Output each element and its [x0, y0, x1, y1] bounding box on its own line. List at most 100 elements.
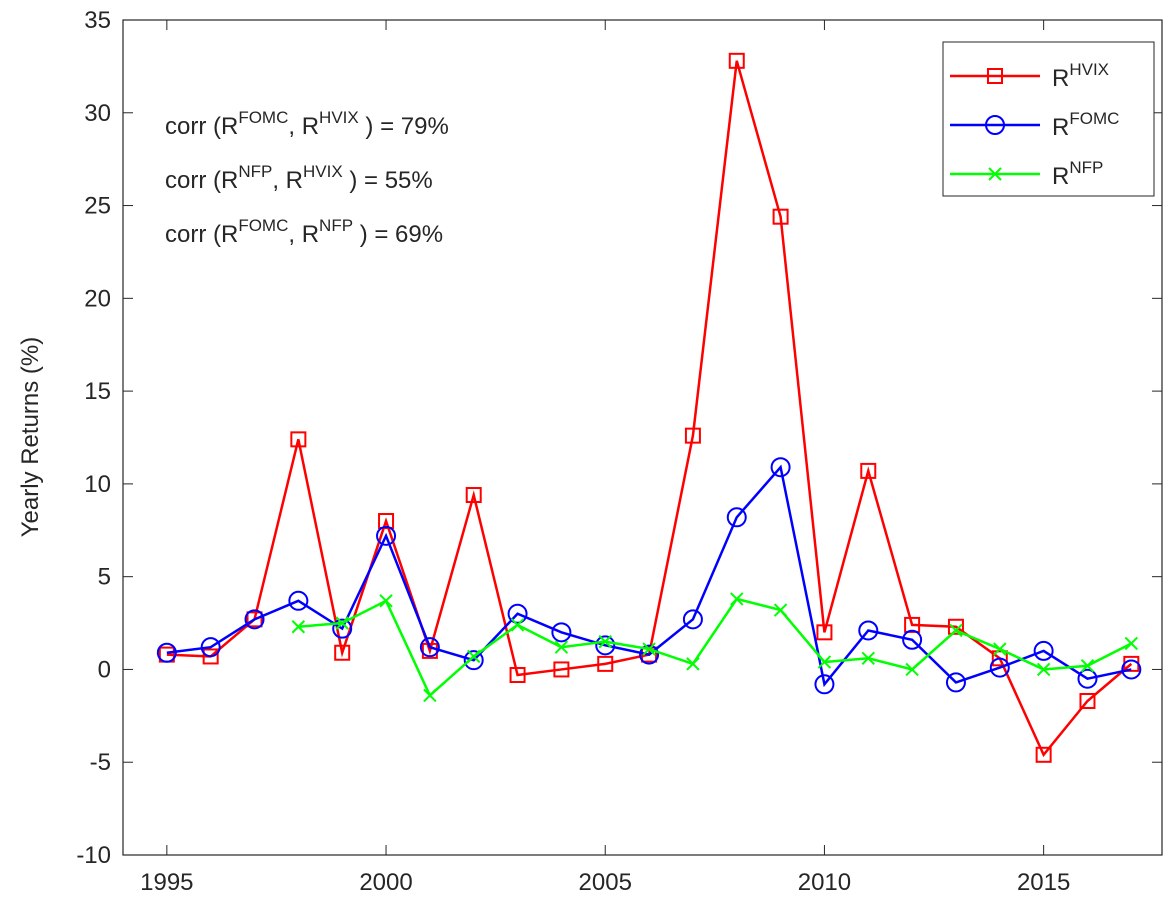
legend-box	[942, 41, 1155, 197]
y-tick-label: 25	[84, 193, 111, 220]
data-point	[904, 616, 921, 633]
data-point	[200, 637, 221, 658]
y-axis-label: Yearly Returns (%)	[17, 337, 44, 538]
data-point	[1124, 636, 1139, 651]
y-tick-label: 15	[84, 378, 111, 405]
series-line	[298, 597, 1132, 698]
data-point	[553, 661, 570, 678]
data-point	[246, 611, 263, 628]
data-point	[861, 651, 875, 666]
data-point	[595, 635, 616, 656]
data-point	[902, 629, 923, 650]
data-point	[288, 590, 309, 611]
x-tick-label: 2015	[1017, 869, 1070, 896]
annotation-superscript: NFP	[238, 162, 272, 181]
data-point	[726, 507, 747, 528]
annotation-text: corr (R	[165, 167, 238, 194]
data-point	[597, 655, 614, 672]
data-point	[335, 616, 349, 630]
data-point	[290, 431, 307, 448]
annotation-text: , R	[272, 167, 303, 194]
annotation-superscript: FOMC	[238, 108, 288, 127]
y-tick-label: -5	[90, 749, 111, 776]
y-tick-label: -10	[76, 842, 111, 869]
annotation: corr (RFOMC, RNFP ) = 69%	[165, 216, 443, 248]
series-line	[166, 464, 1132, 688]
legend-label-base: R	[1052, 65, 1069, 92]
annotation-superscript: HVIX	[303, 162, 343, 181]
x-tick-label: 2010	[798, 869, 851, 896]
data-point	[379, 594, 393, 608]
data-point	[639, 644, 660, 665]
data-point	[509, 667, 526, 684]
y-tick-label: 20	[84, 285, 111, 312]
data-point	[686, 657, 700, 671]
y-tick-label: 10	[84, 471, 111, 498]
x-tick-label: 2005	[579, 869, 632, 896]
annotation-text: , R	[288, 113, 319, 140]
legend-label-superscript: FOMC	[1069, 109, 1119, 128]
data-point	[465, 487, 482, 504]
data-point	[1033, 640, 1054, 661]
data-point	[684, 427, 701, 444]
data-point	[991, 650, 1008, 667]
data-point	[1035, 746, 1052, 763]
annotation-text: , R	[288, 221, 319, 248]
data-point	[947, 618, 964, 635]
annotation-text: corr (R	[165, 221, 238, 248]
data-point	[291, 620, 306, 634]
annotation-text: ) = 55%	[343, 167, 433, 194]
data-point	[244, 609, 265, 630]
annotation-text: ) = 69%	[353, 221, 443, 248]
data-point	[1077, 668, 1098, 689]
data-point	[993, 642, 1007, 656]
data-point	[728, 52, 745, 69]
data-point	[554, 640, 569, 654]
x-tick-label: 2000	[359, 869, 412, 896]
data-point	[598, 634, 612, 649]
y-tick-label: 30	[84, 100, 111, 127]
y-tick-label: 35	[84, 7, 111, 34]
data-point	[817, 655, 832, 669]
data-point	[1036, 662, 1051, 677]
data-point	[419, 637, 440, 658]
data-point	[945, 672, 966, 693]
legend-marker	[987, 68, 1003, 84]
data-point	[772, 208, 789, 225]
data-point	[1079, 692, 1096, 709]
data-point	[202, 648, 219, 665]
data-point	[376, 525, 397, 546]
legend-label: RHVIX	[1052, 60, 1109, 92]
x-tick-label: 1995	[140, 869, 193, 896]
data-point	[467, 649, 481, 664]
data-point	[730, 592, 744, 606]
data-point	[989, 657, 1010, 678]
data-point	[423, 688, 437, 703]
legend-marker	[985, 115, 1005, 135]
annotation: corr (RNFP, RHVIX ) = 55%	[165, 162, 433, 194]
data-point	[378, 513, 395, 529]
legend-label-superscript: NFP	[1069, 158, 1103, 177]
data-point	[332, 618, 353, 639]
data-point	[641, 646, 658, 663]
legend-label: RFOMC	[1052, 109, 1119, 141]
data-point	[682, 609, 703, 630]
y-tick-label: 5	[98, 564, 111, 591]
legend-marker	[988, 167, 1002, 181]
annotation-superscript: FOMC	[238, 216, 288, 235]
data-point	[1080, 659, 1095, 673]
legend-label: RNFP	[1052, 158, 1103, 190]
data-point	[816, 624, 833, 641]
data-point	[334, 644, 351, 661]
annotation: corr (RFOMC, RHVIX ) = 79%	[165, 108, 449, 140]
data-point	[860, 462, 877, 479]
annotation-text: ) = 79%	[359, 113, 449, 140]
legend-label-base: R	[1052, 114, 1069, 141]
annotation-superscript: NFP	[319, 216, 353, 235]
data-point	[510, 618, 525, 632]
data-point	[858, 620, 879, 641]
data-point	[949, 623, 963, 638]
legend-label-base: R	[1052, 163, 1069, 190]
